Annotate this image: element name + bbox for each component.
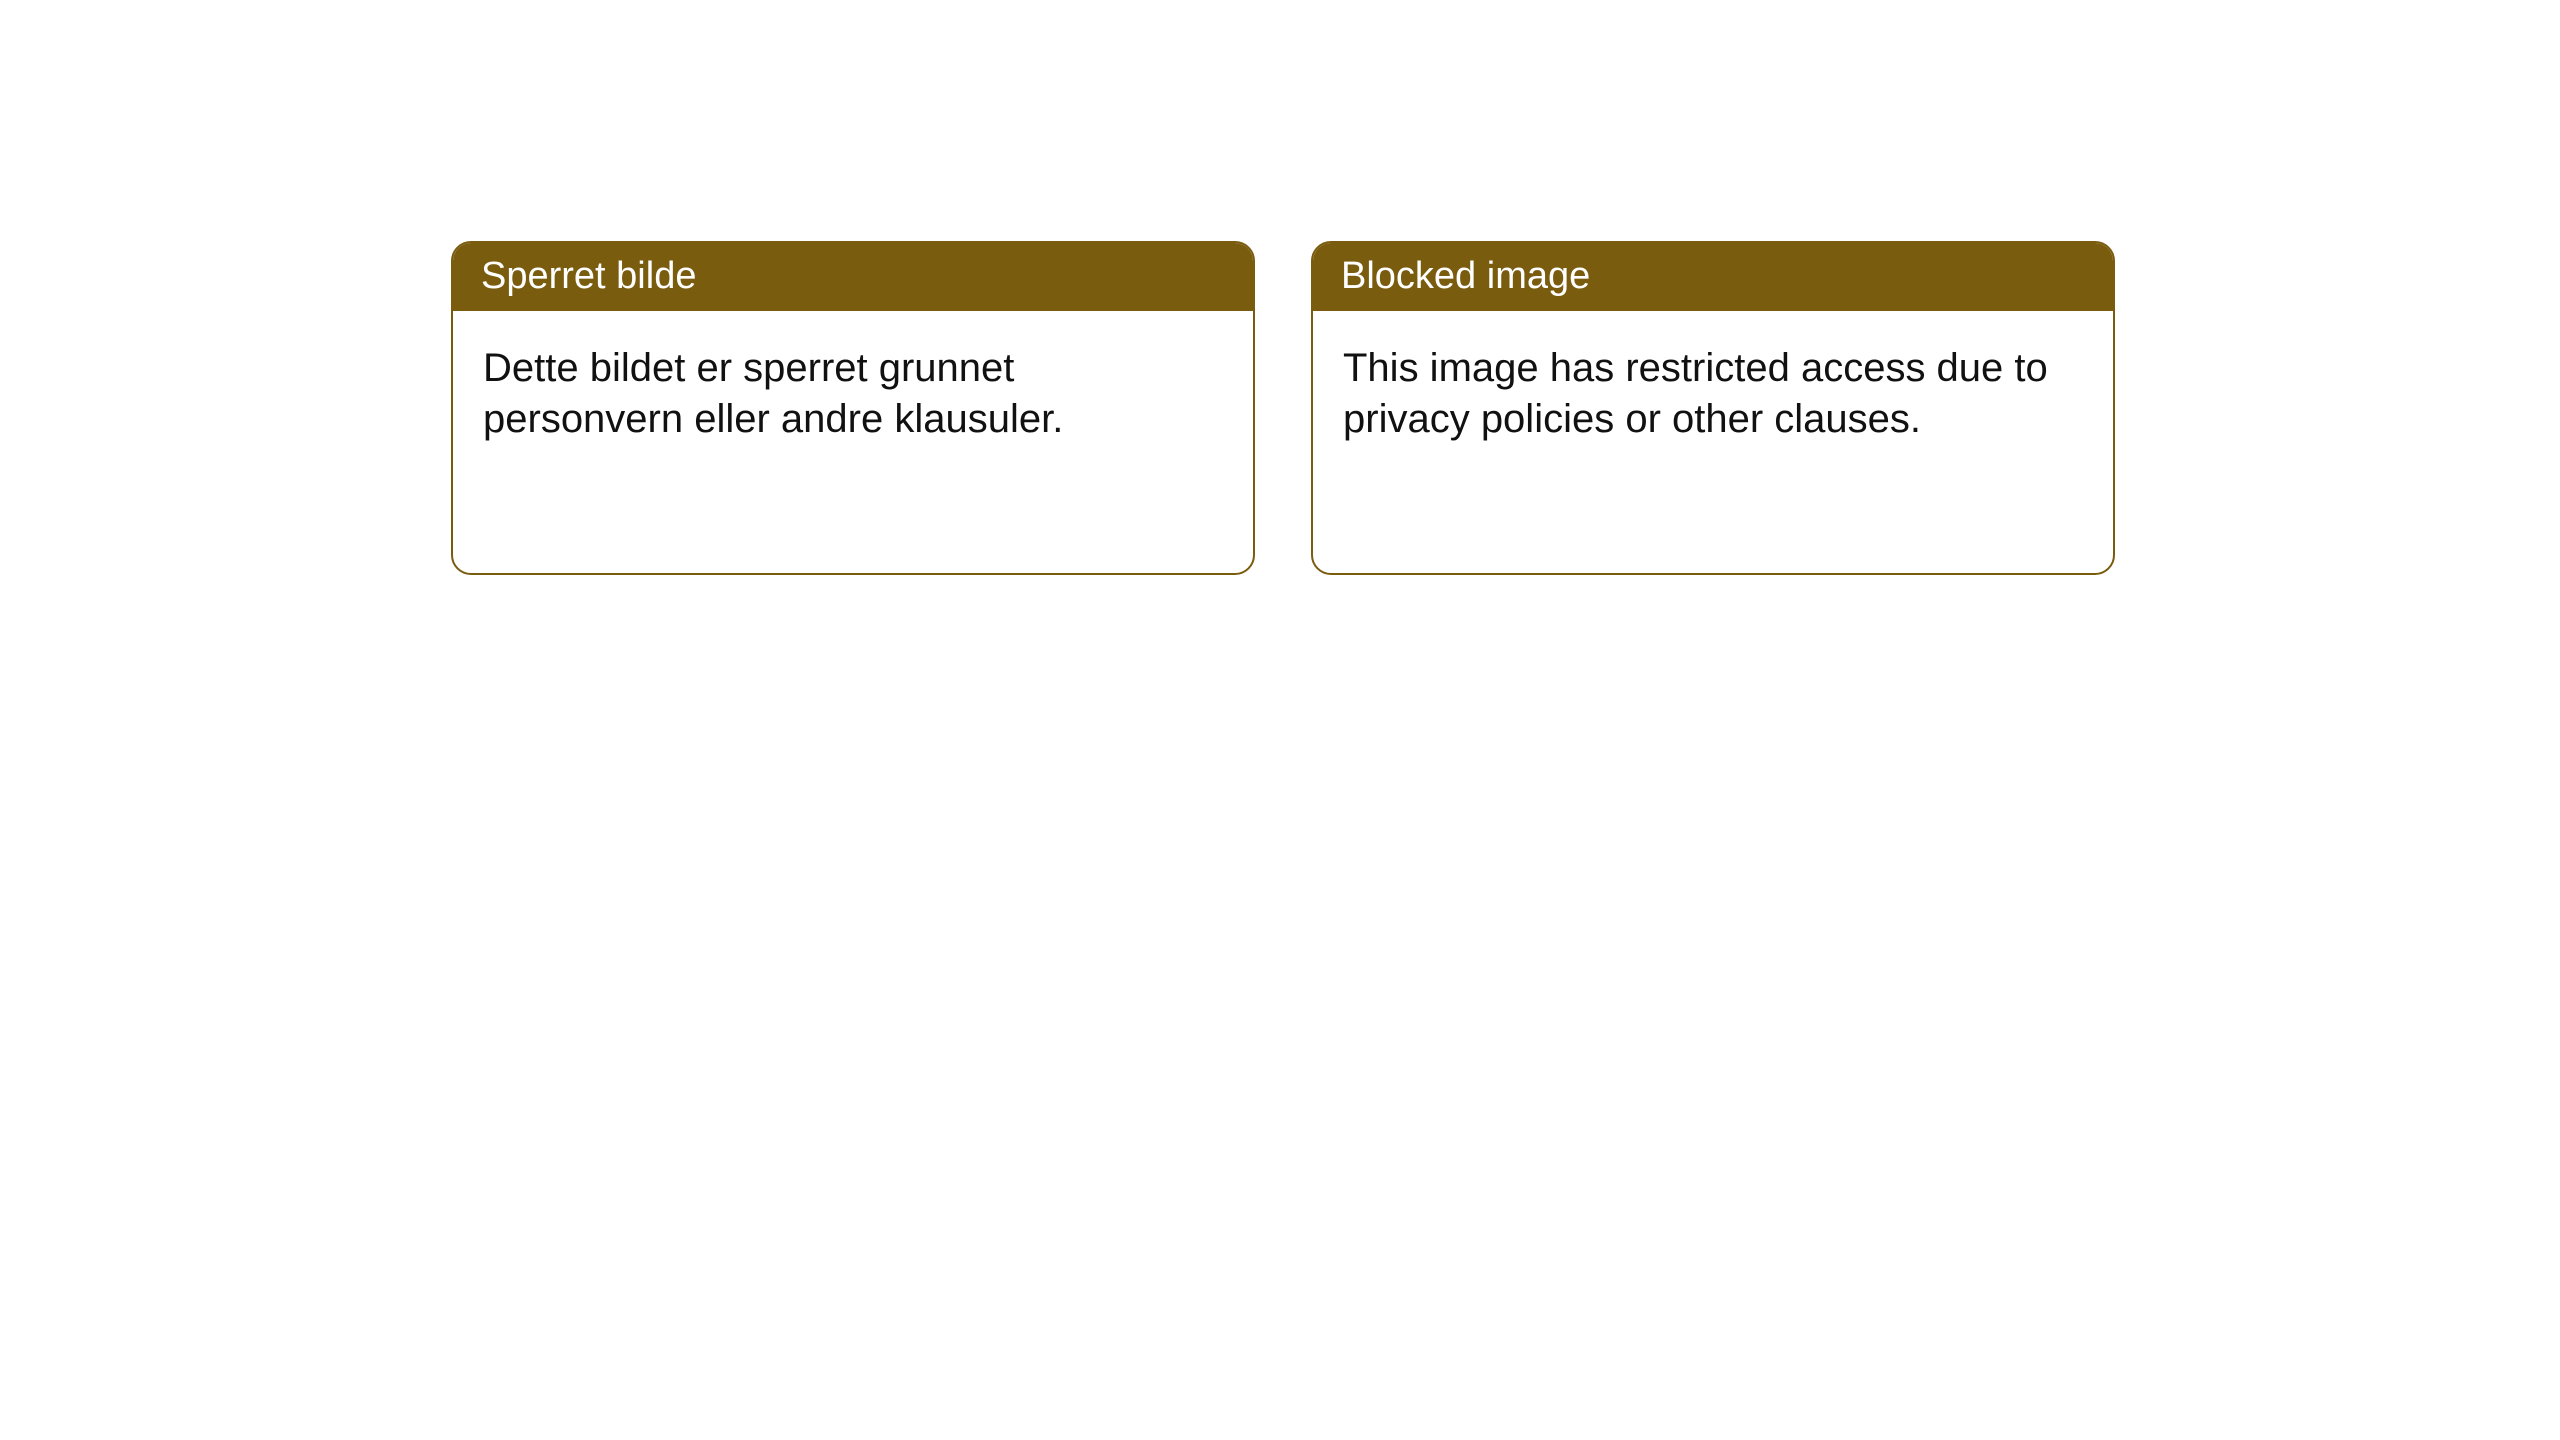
notice-body: This image has restricted access due to …: [1313, 311, 2113, 477]
notice-card-norwegian: Sperret bilde Dette bildet er sperret gr…: [451, 241, 1255, 575]
notice-header: Sperret bilde: [453, 243, 1253, 311]
notice-header: Blocked image: [1313, 243, 2113, 311]
notice-body: Dette bildet er sperret grunnet personve…: [453, 311, 1253, 477]
notice-card-english: Blocked image This image has restricted …: [1311, 241, 2115, 575]
notice-body-text: Dette bildet er sperret grunnet personve…: [483, 346, 1063, 441]
notice-body-text: This image has restricted access due to …: [1343, 346, 2048, 441]
notice-title: Blocked image: [1341, 255, 1590, 297]
notice-container: Sperret bilde Dette bildet er sperret gr…: [451, 241, 2115, 575]
notice-title: Sperret bilde: [481, 255, 696, 297]
